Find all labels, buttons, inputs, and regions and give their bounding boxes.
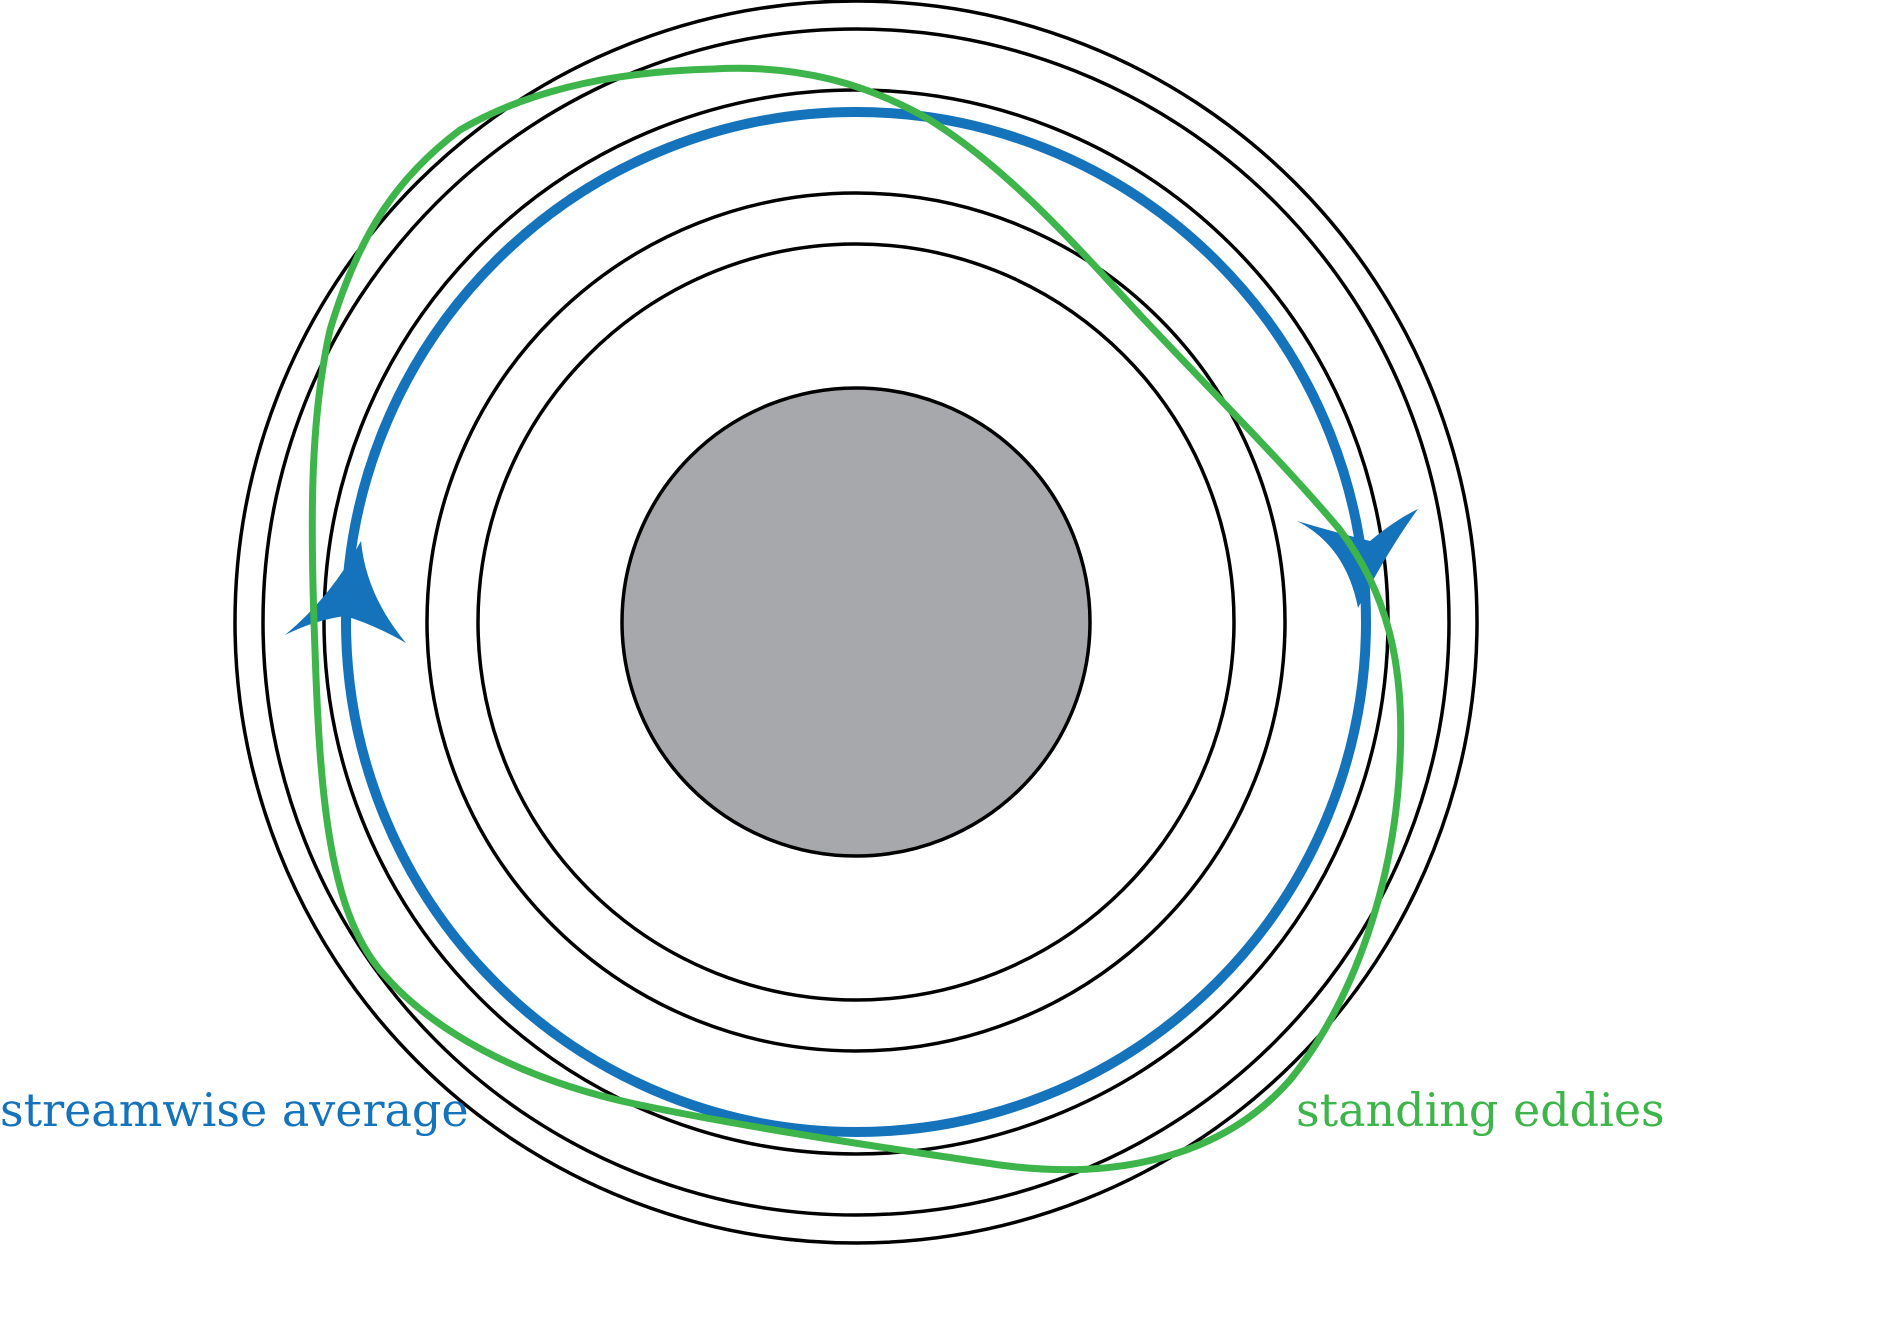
central-core — [620, 386, 1092, 858]
standing-eddies-label: standing eddies — [1296, 1083, 1665, 1137]
standing-eddies-streamline — [308, 64, 1405, 1174]
contour-circle-5 — [476, 242, 1236, 1002]
contour-circle-1 — [233, 0, 1479, 1245]
contour-circle-4 — [425, 191, 1287, 1053]
streamwise-average-label: streamwise average — [0, 1083, 469, 1137]
streamwise-average-circle — [341, 107, 1371, 1137]
contour-circle-2 — [261, 27, 1451, 1217]
